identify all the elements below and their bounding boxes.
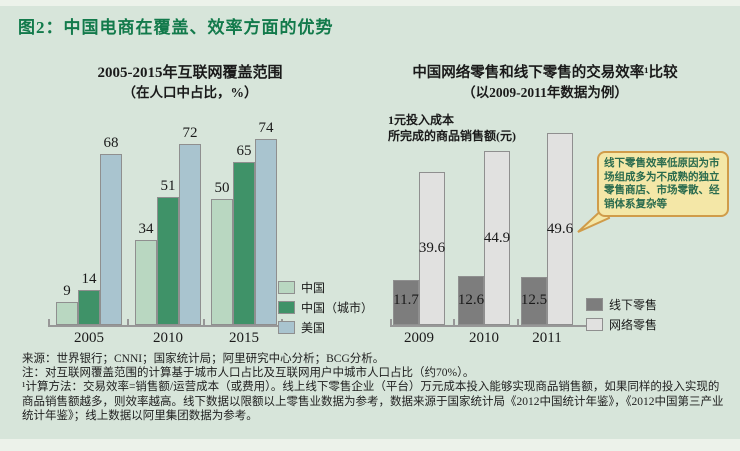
bar-china-urban-2015 xyxy=(233,162,255,325)
right-axis-tick xyxy=(390,319,392,326)
left-chart-title-line2: （在人口中占比，%） xyxy=(122,85,258,100)
legend-swatch-china xyxy=(278,281,295,294)
legend-swatch-offline-retail xyxy=(586,298,603,311)
bar-usa-2005 xyxy=(100,154,122,325)
bar-online-retail-2010 xyxy=(484,151,510,325)
value-label-usa-2015: 74 xyxy=(258,120,274,136)
bar-china-2010 xyxy=(135,240,157,325)
legend-item-online-retail: 网络零售 xyxy=(586,316,657,333)
callout-bubble: 线下零售效率低原因为市场组成多为不成熟的独立零售商店、市场零散、经销体系复杂等 xyxy=(597,151,729,217)
left-chart-legend: 中国中国（城市） 美国 xyxy=(278,279,373,339)
value-label-china-urban-2005: 14 xyxy=(81,271,97,287)
legend-item-china: 中国 xyxy=(278,279,373,296)
left-axis-tick xyxy=(48,319,50,326)
figure-title: 图2：中国电商在覆盖、效率方面的优势 xyxy=(18,18,334,37)
right-chart-legend: 线下零售 网络零售 xyxy=(586,296,657,336)
footnotes: 来源：世界银行；CNNI；国家统计局；阿里研究中心分析；BCG分析。 注：对互联… xyxy=(22,352,726,423)
bar-usa-2015 xyxy=(255,139,277,325)
value-label-offline-retail-2010: 12.6 xyxy=(457,292,485,308)
category-label-2005: 2005 xyxy=(74,330,104,346)
value-label-offline-retail-2011: 12.5 xyxy=(520,292,548,308)
footnote-method: ¹计算方法：交易效率=销售额/运营成本（或费用）。线上线下零售企业（平台）万元成… xyxy=(22,381,724,422)
value-label-online-retail-2010: 44.9 xyxy=(483,230,511,246)
y-axis-label-line2: 所完成的商品销售额(元) xyxy=(388,129,516,143)
bottom-border-strip xyxy=(0,439,740,451)
legend-swatch-online-retail xyxy=(586,318,603,331)
left-chart-plot-area: 9 34 50 14 51 65 68 72 74 xyxy=(45,120,285,325)
left-chart-title-line1: 2005-2015年互联网覆盖范围 xyxy=(97,65,283,81)
legend-label-offline-retail: 线下零售 xyxy=(609,298,658,312)
legend-label-usa: 美国 xyxy=(301,321,326,335)
bar-china-urban-2005 xyxy=(78,290,100,325)
bar-usa-2010 xyxy=(179,144,201,325)
legend-item-offline-retail: 线下零售 xyxy=(586,296,657,313)
legend-swatch-china-urban xyxy=(278,301,295,314)
footnote-source: 来源：世界银行；CNNI；国家统计局；阿里研究中心分析；BCG分析。 xyxy=(22,353,385,365)
legend-label-china: 中国 xyxy=(301,281,326,295)
right-chart-title-line1: 中国网络零售和线下零售的交易效率¹比较 xyxy=(412,65,678,81)
category-label-2010: 2010 xyxy=(469,330,499,346)
bar-china-2015 xyxy=(211,199,233,325)
value-label-china-2005: 9 xyxy=(63,283,71,299)
bar-online-retail-2009 xyxy=(419,172,445,325)
left-x-axis-labels: 2005 2010 2015 xyxy=(45,330,285,350)
right-axis-tick xyxy=(453,319,455,326)
value-label-china-2010: 34 xyxy=(138,221,154,237)
value-label-china-urban-2015: 65 xyxy=(236,143,252,159)
legend-swatch-usa xyxy=(278,321,295,334)
bar-china-2005 xyxy=(56,302,78,325)
legend-label-online-retail: 网络零售 xyxy=(609,318,658,332)
category-label-2015: 2015 xyxy=(229,330,259,346)
category-label-2009: 2009 xyxy=(404,330,434,346)
value-label-usa-2005: 68 xyxy=(103,135,119,151)
value-label-usa-2010: 72 xyxy=(182,125,198,141)
right-x-axis-line xyxy=(390,325,591,327)
value-label-online-retail-2009: 39.6 xyxy=(418,240,446,256)
value-label-online-retail-2011: 49.6 xyxy=(546,221,574,237)
legend-label-china-urban: 中国（城市） xyxy=(301,301,374,315)
bar-offline-retail-2010 xyxy=(458,276,484,325)
right-axis-tick xyxy=(517,319,519,326)
left-axis-tick xyxy=(203,319,205,326)
right-chart-title: 中国网络零售和线下零售的交易效率¹比较 （以2009-2011年数据为例） xyxy=(385,64,705,102)
bar-online-retail-2011 xyxy=(547,133,573,325)
right-x-axis-labels: 2009 2010 2011 xyxy=(390,330,590,350)
category-label-2010: 2010 xyxy=(153,330,183,346)
right-chart-title-line2: （以2009-2011年数据为例） xyxy=(462,85,628,100)
legend-item-usa: 美国 xyxy=(278,319,373,336)
top-border-strip xyxy=(0,0,740,6)
bar-offline-retail-2011 xyxy=(521,277,547,325)
right-chart-plot-area: 11.7 12.6 12.5 39.6 44.9 49.6 xyxy=(390,124,590,325)
left-chart-title: 2005-2015年互联网覆盖范围 （在人口中占比，%） xyxy=(40,64,340,102)
y-axis-label-line1: 1元投入成本 xyxy=(388,113,455,127)
value-label-china-urban-2010: 51 xyxy=(160,178,176,194)
footnote-note: 注：对互联网覆盖范围的计算基于城市人口占比及互联网用户中城市人口占比（约70%）… xyxy=(22,367,475,380)
left-axis-tick xyxy=(127,319,129,326)
category-label-2011: 2011 xyxy=(532,330,562,346)
bar-offline-retail-2009 xyxy=(393,280,419,325)
value-label-offline-retail-2009: 11.7 xyxy=(393,292,419,308)
bar-china-urban-2010 xyxy=(157,197,179,325)
value-label-china-2015: 50 xyxy=(214,180,230,196)
left-x-axis-line xyxy=(48,325,282,327)
legend-item-china-urban: 中国（城市） xyxy=(278,299,373,316)
right-chart-y-axis-label: 1元投入成本 所完成的商品销售额(元) xyxy=(388,112,516,144)
